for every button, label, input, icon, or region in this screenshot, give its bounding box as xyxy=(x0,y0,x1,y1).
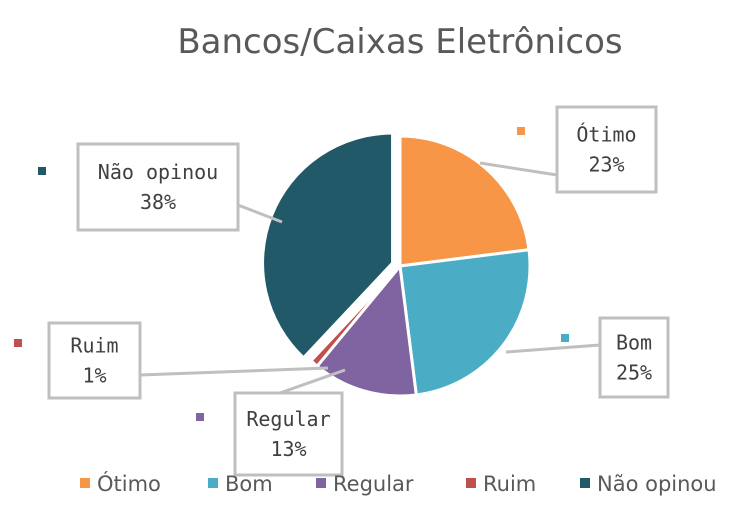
data-label-percent: 13% xyxy=(270,437,306,461)
data-label-nao-opinou: Não opinou 38% xyxy=(38,142,283,232)
legend-label: Ótimo xyxy=(97,471,161,496)
data-label-marker xyxy=(196,413,204,421)
pie-slices xyxy=(261,131,532,398)
data-label-box xyxy=(47,321,142,400)
data-label-leader xyxy=(505,343,601,354)
pie-slice-bom xyxy=(398,248,532,397)
pie-slice-regular xyxy=(315,262,418,398)
data-label-category: Não opinou xyxy=(98,160,218,184)
data-label-percent: 38% xyxy=(140,190,176,214)
data-label-marker xyxy=(38,167,46,175)
data-label-percent: 1% xyxy=(82,364,106,388)
data-label-marker xyxy=(14,339,22,347)
pie-slice-otimo xyxy=(398,134,531,268)
pie-slice-nao-opinou xyxy=(261,131,395,360)
data-label-box xyxy=(76,142,240,232)
data-label-otimo: Ótimo 23% xyxy=(479,105,658,194)
data-label-leader xyxy=(237,203,283,224)
legend-swatch xyxy=(208,478,218,488)
data-label-leader xyxy=(479,161,558,177)
data-label-leader xyxy=(139,366,329,377)
data-label-box xyxy=(233,391,344,477)
pie-slice-ruim xyxy=(308,264,402,369)
data-label-category: Ruim xyxy=(70,334,118,358)
legend: Ótimo Bom Regular Ruim Não opinou xyxy=(80,471,717,496)
data-labels: Ótimo 23% Bom 25% Regular 13% Ruim 1% Não opinou… xyxy=(14,105,670,477)
legend-label: Bom xyxy=(225,472,273,496)
legend-label: Não opinou xyxy=(597,472,717,496)
legend-item-nao-opinou: Não opinou xyxy=(580,472,717,496)
legend-swatch xyxy=(580,478,590,488)
chart-title: Bancos/Caixas Eletrônicos xyxy=(177,22,622,62)
data-label-category: Bom xyxy=(616,331,652,355)
legend-item-bom: Bom xyxy=(208,472,273,496)
legend-item-otimo: Ótimo xyxy=(80,471,161,496)
data-label-category: Regular xyxy=(246,407,330,431)
legend-label: Regular xyxy=(333,472,414,496)
data-label-box xyxy=(555,105,658,194)
data-label-leader xyxy=(279,368,346,395)
data-label-percent: 25% xyxy=(616,361,652,385)
data-label-regular: Regular 13% xyxy=(196,368,346,477)
legend-label: Ruim xyxy=(483,472,536,496)
legend-swatch xyxy=(316,478,326,488)
data-label-box xyxy=(598,316,670,399)
legend-swatch xyxy=(80,478,90,488)
data-label-category: Ótimo xyxy=(576,123,636,147)
data-label-percent: 23% xyxy=(588,153,624,177)
data-label-marker xyxy=(561,334,569,342)
data-label-bom: Bom 25% xyxy=(505,316,670,399)
data-label-marker xyxy=(517,127,525,135)
data-label-ruim: Ruim 1% xyxy=(14,321,329,400)
legend-item-regular: Regular xyxy=(316,472,414,496)
legend-swatch xyxy=(466,478,476,488)
legend-item-ruim: Ruim xyxy=(466,472,536,496)
